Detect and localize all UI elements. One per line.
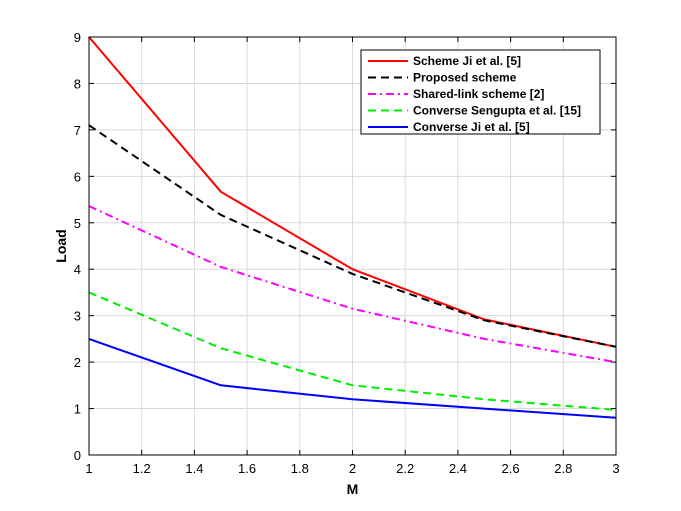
legend-label: Proposed scheme (413, 71, 517, 85)
legend: Scheme Ji et al. [5] Proposed scheme Share… (360, 49, 601, 135)
x-tick-label: 2.4 (449, 461, 467, 476)
legend-label: Scheme Ji et al. [5] (413, 54, 521, 68)
legend-label: Converse Sengupta et al. [15] (413, 104, 581, 118)
y-tick-label: 9 (74, 30, 81, 45)
x-tick-label: 3 (612, 461, 619, 476)
series-line-5 (88, 337, 617, 419)
y-tick-label: 5 (74, 216, 81, 231)
x-tick-label: 2 (349, 461, 356, 476)
y-tick-label: 6 (74, 169, 81, 184)
y-tick-label: 4 (74, 262, 81, 277)
legend-box (360, 49, 601, 135)
y-tick-label: 8 (74, 76, 81, 91)
x-tick-label: 1 (85, 461, 92, 476)
x-tick-label: 2.2 (396, 461, 414, 476)
legend-label: Shared-link scheme [2] (413, 87, 544, 101)
x-tick-label: 1.6 (238, 461, 256, 476)
series-layer (88, 36, 617, 419)
x-axis-title: M (347, 481, 359, 497)
x-tick-label: 1.2 (133, 461, 151, 476)
x-tick-label: 2.6 (502, 461, 520, 476)
series-line-4 (88, 291, 617, 411)
y-tick-label: 3 (74, 309, 81, 324)
y-tick-label: 7 (74, 123, 81, 138)
series-line-2 (88, 124, 617, 348)
legend-label: Converse Ji et al. [5] (413, 120, 530, 134)
x-tick-label: 1.4 (185, 461, 203, 476)
y-tick-label: 0 (74, 448, 81, 463)
y-tick-label: 2 (74, 355, 81, 370)
series-line-3 (88, 205, 617, 364)
x-tick-label: 2.8 (554, 461, 572, 476)
y-tick-label: 1 (74, 402, 81, 417)
x-tick-label: 1.8 (291, 461, 309, 476)
y-axis-title: Load (53, 229, 69, 262)
